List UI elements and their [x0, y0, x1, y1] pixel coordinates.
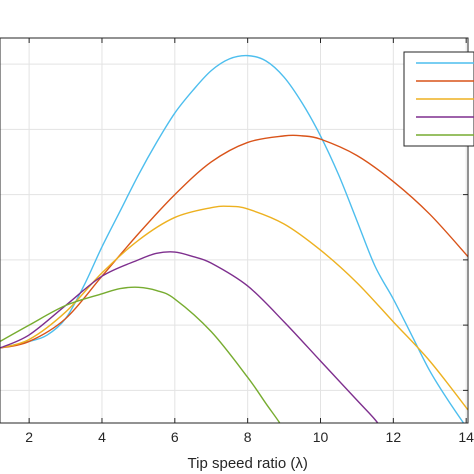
legend — [403, 51, 474, 147]
grid — [0, 38, 468, 423]
series-line-5 — [0, 286, 281, 423]
series-lines — [0, 54, 468, 423]
x-tick-labels: 2 4 6 8 10 12 14 — [25, 429, 474, 445]
x-tick-label: 6 — [171, 429, 179, 445]
x-tick-label: 2 — [25, 429, 33, 445]
x-tick-label: 14 — [458, 429, 474, 445]
series-line-2 — [0, 134, 468, 349]
x-tick-label: 8 — [244, 429, 252, 445]
series-line-4 — [0, 251, 379, 423]
tick-marks — [28, 38, 468, 423]
series-line-1 — [0, 54, 465, 423]
x-axis-label: Tip speed ratio (λ) — [188, 455, 308, 472]
x-tick-label: 12 — [386, 429, 402, 445]
plot-area-border — [0, 37, 469, 424]
x-tick-label: 10 — [313, 429, 329, 445]
x-tick-label: 4 — [98, 429, 106, 445]
